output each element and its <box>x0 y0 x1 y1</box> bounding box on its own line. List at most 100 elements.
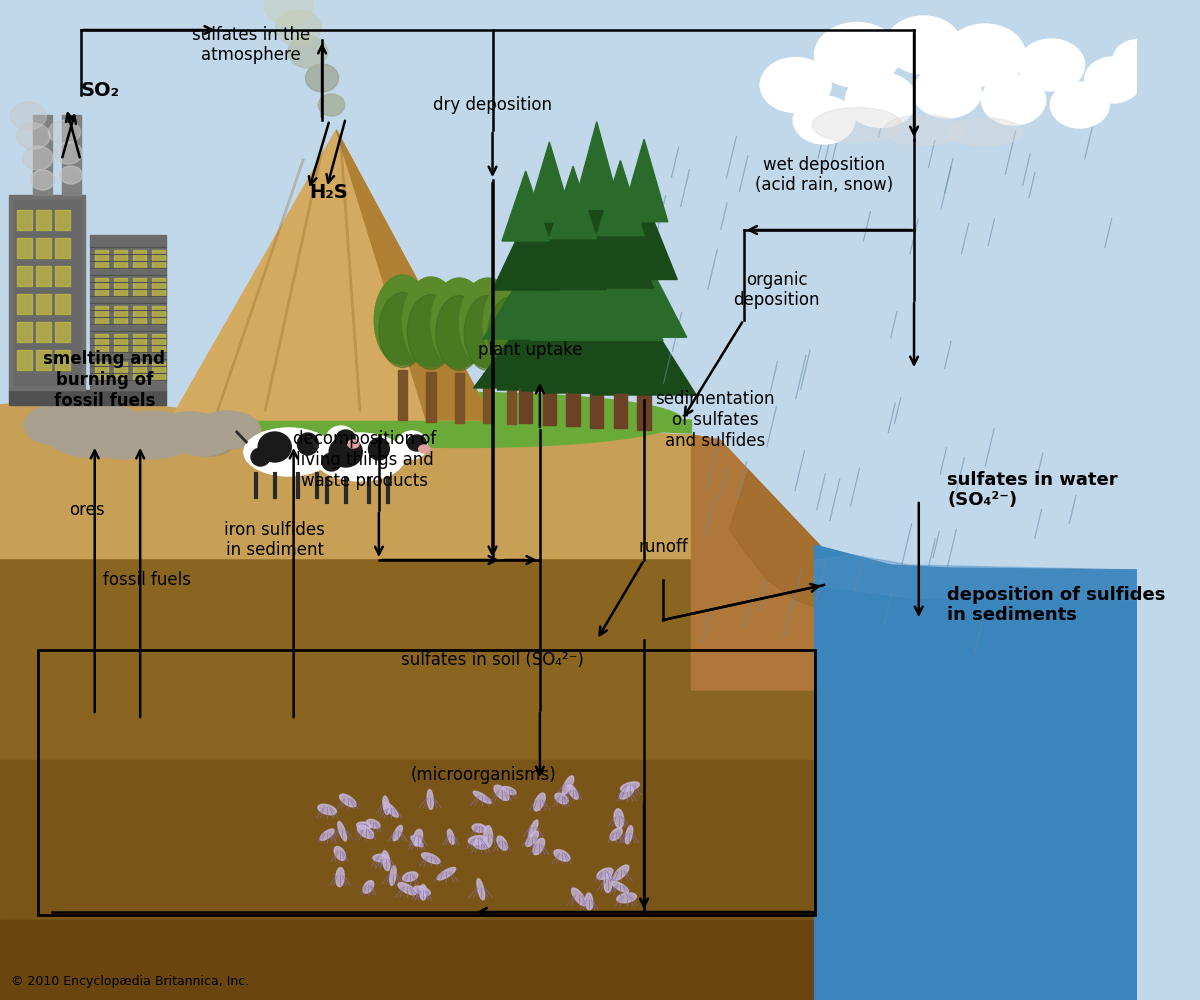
Ellipse shape <box>625 826 632 844</box>
Polygon shape <box>592 312 696 395</box>
Ellipse shape <box>554 793 568 804</box>
Text: iron sulfides
in sediment: iron sulfides in sediment <box>224 521 325 559</box>
Ellipse shape <box>43 402 146 458</box>
Ellipse shape <box>244 428 334 476</box>
Polygon shape <box>521 318 625 391</box>
Ellipse shape <box>383 796 389 814</box>
Ellipse shape <box>322 453 341 471</box>
Ellipse shape <box>320 829 334 840</box>
Text: dry deposition: dry deposition <box>433 96 552 114</box>
Bar <box>151 250 164 268</box>
Bar <box>133 250 146 268</box>
Ellipse shape <box>619 786 634 799</box>
Ellipse shape <box>407 294 455 369</box>
Ellipse shape <box>886 16 961 74</box>
Bar <box>55 266 70 286</box>
Ellipse shape <box>1019 39 1085 91</box>
Bar <box>455 373 464 423</box>
Ellipse shape <box>366 819 380 828</box>
Ellipse shape <box>23 146 53 170</box>
Bar <box>10 390 166 405</box>
Bar <box>520 388 533 423</box>
Ellipse shape <box>403 872 418 881</box>
Polygon shape <box>545 306 649 393</box>
Ellipse shape <box>982 75 1045 125</box>
Text: wet deposition
(acid rain, snow): wet deposition (acid rain, snow) <box>755 156 893 194</box>
Polygon shape <box>691 435 890 690</box>
Ellipse shape <box>356 822 371 829</box>
Ellipse shape <box>368 438 389 460</box>
Ellipse shape <box>1112 40 1160 80</box>
Ellipse shape <box>16 123 50 149</box>
Ellipse shape <box>97 432 158 458</box>
Text: sedimentation
of sulfates
and sulfides: sedimentation of sulfates and sulfides <box>655 390 775 450</box>
Ellipse shape <box>473 791 491 803</box>
Ellipse shape <box>845 73 917 127</box>
Ellipse shape <box>54 142 83 164</box>
Ellipse shape <box>596 868 613 879</box>
Bar <box>17 294 32 314</box>
Bar <box>17 210 32 230</box>
Ellipse shape <box>348 440 359 448</box>
Polygon shape <box>540 217 606 290</box>
Ellipse shape <box>413 829 422 846</box>
Bar <box>17 322 32 342</box>
Bar <box>55 210 70 230</box>
Ellipse shape <box>276 10 322 46</box>
Ellipse shape <box>398 883 416 895</box>
Bar <box>55 294 70 314</box>
Polygon shape <box>815 555 1136 600</box>
Polygon shape <box>492 220 559 290</box>
Polygon shape <box>554 244 640 332</box>
Bar <box>14 200 80 385</box>
Bar <box>34 115 52 195</box>
Bar <box>566 391 580 426</box>
Ellipse shape <box>335 846 346 860</box>
Polygon shape <box>550 166 596 239</box>
Text: sulfates in water
(SO₄²⁻): sulfates in water (SO₄²⁻) <box>947 471 1118 509</box>
Ellipse shape <box>194 411 260 449</box>
Ellipse shape <box>175 424 232 456</box>
Ellipse shape <box>314 433 404 481</box>
Ellipse shape <box>55 416 144 454</box>
Bar <box>36 350 52 370</box>
Polygon shape <box>587 213 654 288</box>
Bar <box>133 278 146 296</box>
Ellipse shape <box>58 430 113 454</box>
Polygon shape <box>0 400 1136 1000</box>
Ellipse shape <box>24 404 100 446</box>
Ellipse shape <box>604 872 612 892</box>
Ellipse shape <box>419 445 430 453</box>
Polygon shape <box>574 122 620 209</box>
Ellipse shape <box>473 840 488 849</box>
Ellipse shape <box>34 415 98 445</box>
Bar <box>55 238 70 258</box>
Ellipse shape <box>793 96 854 144</box>
Ellipse shape <box>563 776 574 794</box>
Ellipse shape <box>554 850 570 861</box>
Ellipse shape <box>337 821 347 841</box>
Ellipse shape <box>472 824 486 832</box>
Ellipse shape <box>420 884 426 900</box>
Text: SO₂: SO₂ <box>80 81 120 100</box>
Text: (microorganisms): (microorganisms) <box>410 766 556 784</box>
Bar <box>426 372 436 422</box>
Ellipse shape <box>571 888 586 906</box>
Bar <box>36 210 52 230</box>
Text: decomposition of
living things and
waste products: decomposition of living things and waste… <box>293 430 437 490</box>
Polygon shape <box>620 139 667 222</box>
Ellipse shape <box>414 886 431 895</box>
Ellipse shape <box>464 296 511 370</box>
Bar <box>542 390 556 425</box>
Polygon shape <box>577 265 664 340</box>
Bar <box>95 362 108 380</box>
Ellipse shape <box>204 422 260 448</box>
Bar <box>55 350 70 370</box>
Bar <box>590 393 604 428</box>
Bar <box>90 235 166 390</box>
Ellipse shape <box>246 392 682 448</box>
Ellipse shape <box>502 786 516 795</box>
Ellipse shape <box>612 881 629 892</box>
Ellipse shape <box>526 831 539 846</box>
Ellipse shape <box>251 448 270 466</box>
